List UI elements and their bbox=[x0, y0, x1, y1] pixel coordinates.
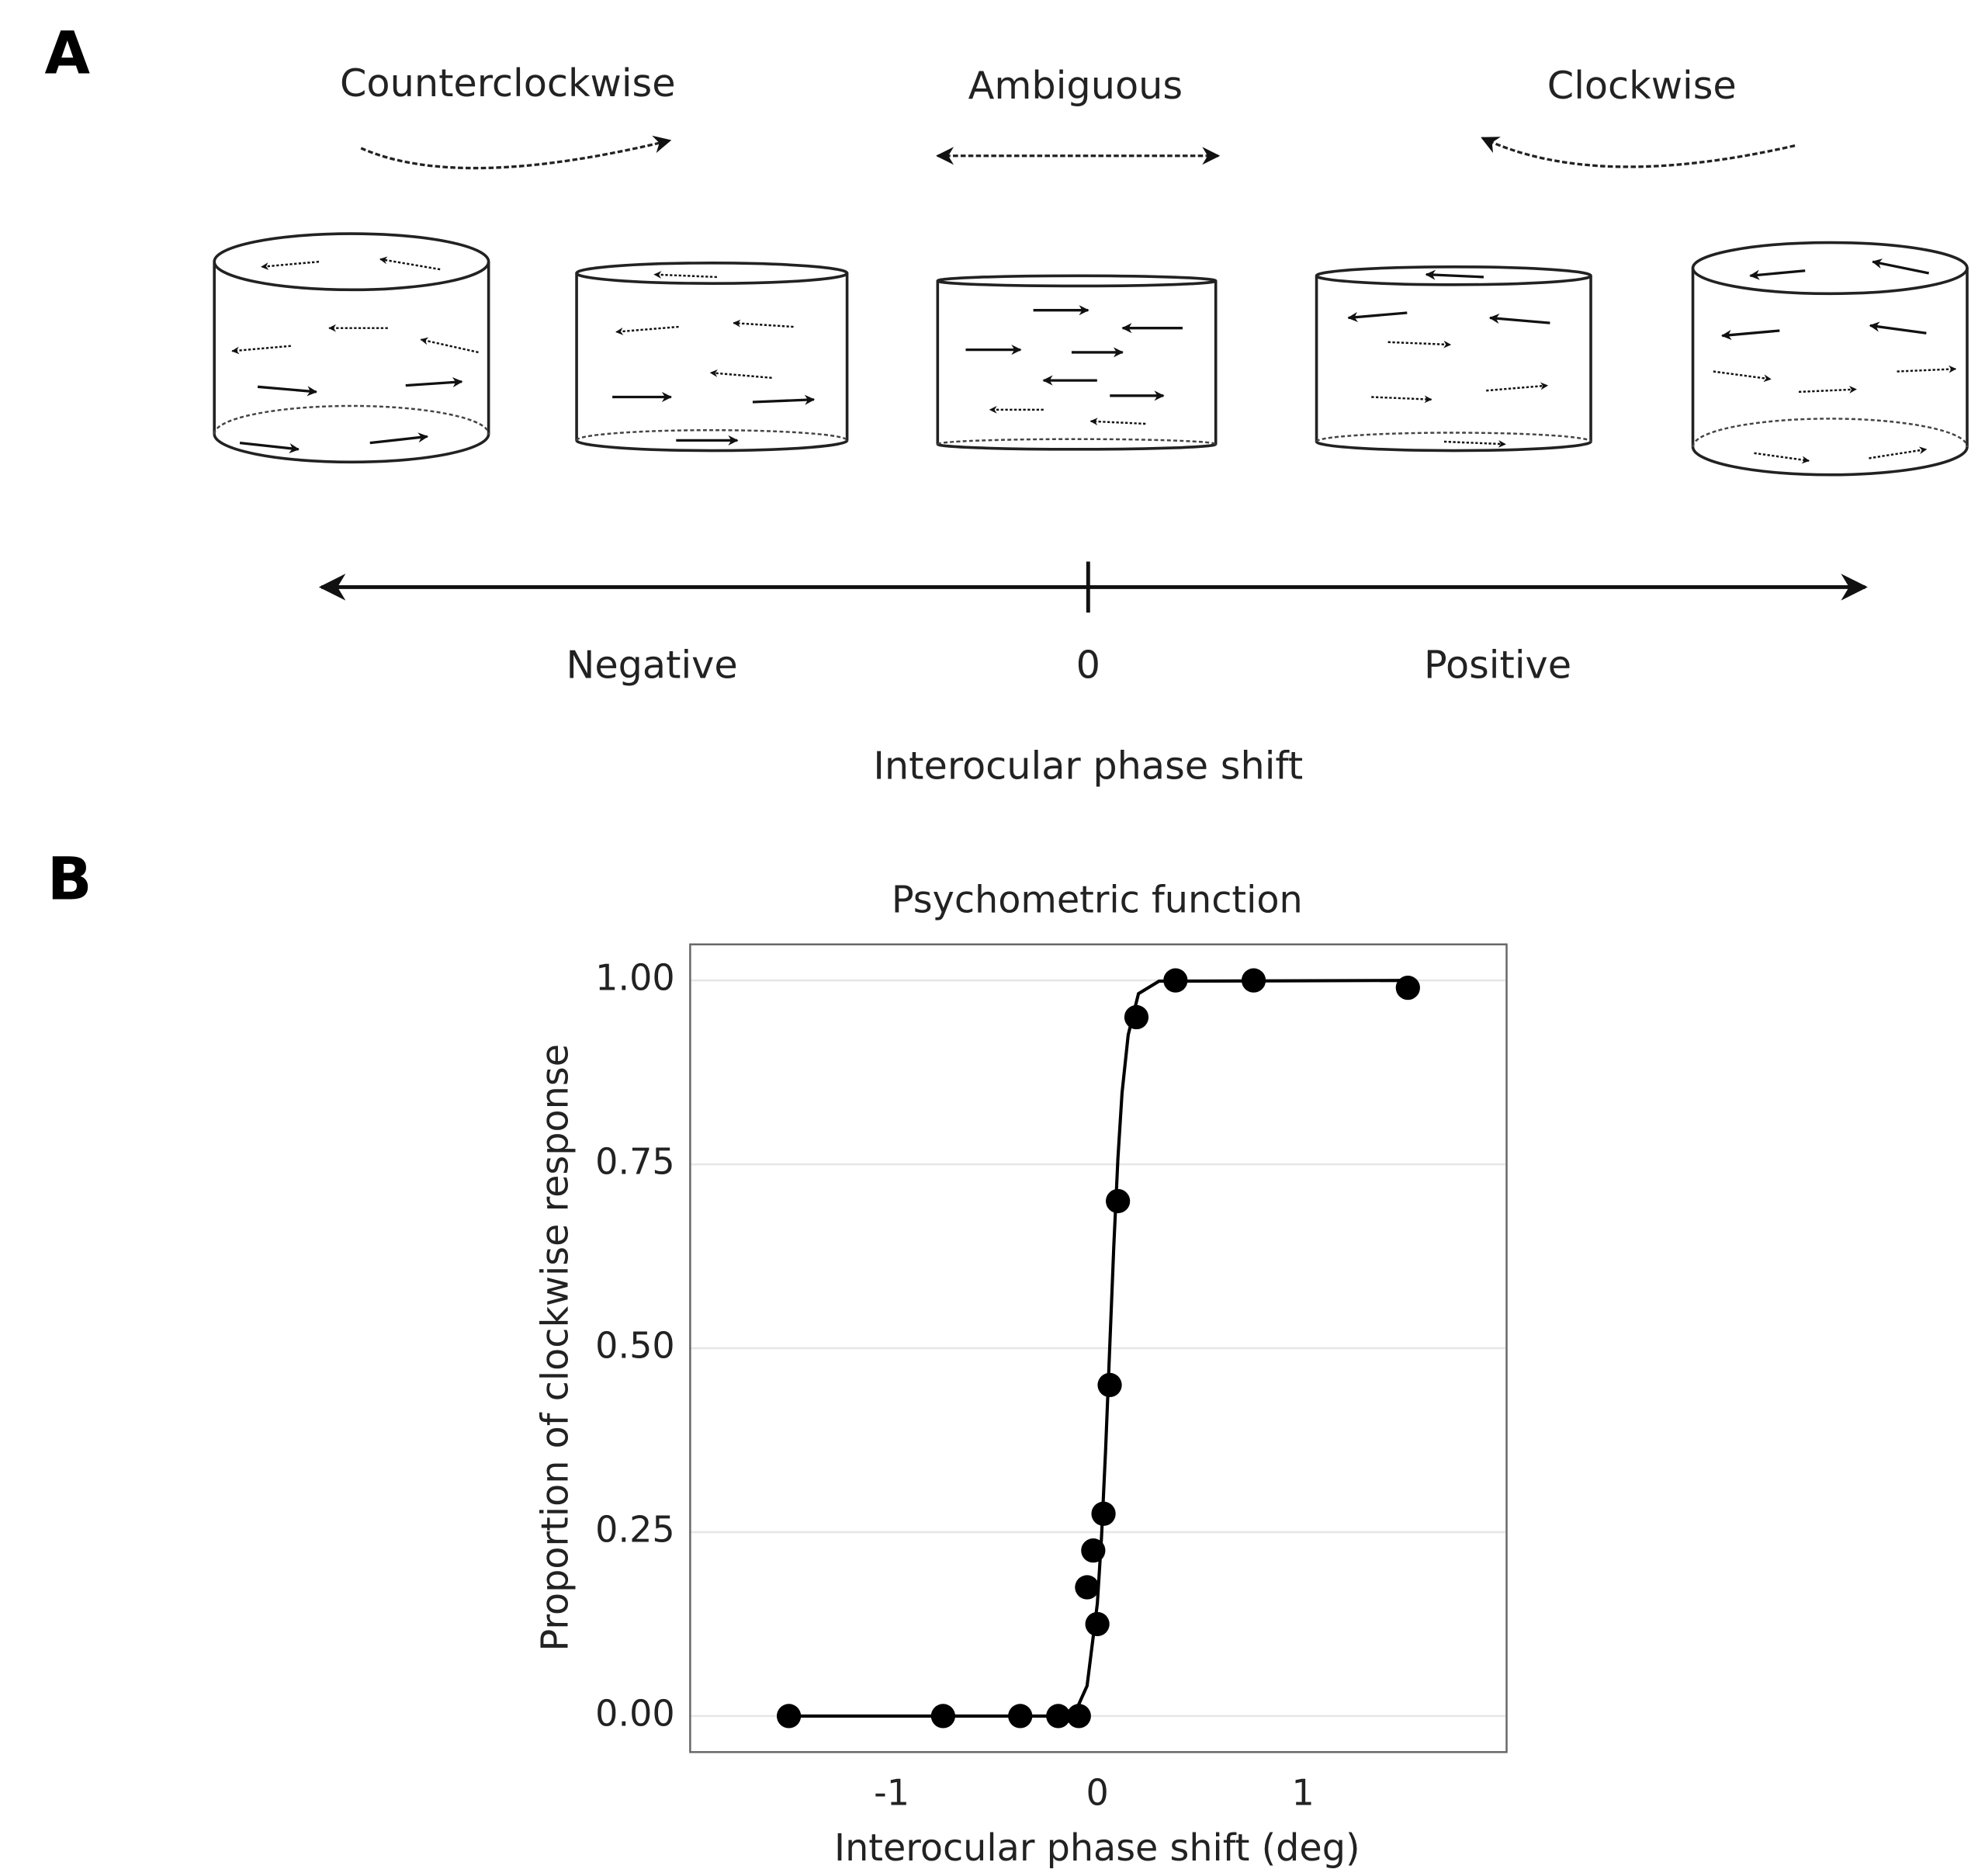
axis-label: Positive bbox=[1424, 642, 1571, 687]
motion-arrow bbox=[1869, 321, 1927, 335]
cylinder-bottom bbox=[1315, 441, 1592, 453]
motion-arrow bbox=[1798, 386, 1857, 394]
motion-arrow bbox=[1488, 313, 1550, 324]
cylinder-bottom-back bbox=[1692, 418, 1969, 447]
axis-label: 0 bbox=[1076, 642, 1100, 687]
axis-label: Negative bbox=[566, 642, 737, 687]
cylinder-bottom-back bbox=[1315, 432, 1592, 442]
plot-frame bbox=[689, 943, 1508, 1753]
y-tick-label: 0.50 bbox=[595, 1325, 674, 1367]
data-point bbox=[930, 1704, 955, 1729]
data-point bbox=[1091, 1501, 1116, 1526]
cylinder-top bbox=[213, 232, 490, 292]
motion-arrow bbox=[1749, 269, 1806, 280]
x-tick-label: 0 bbox=[1086, 1772, 1108, 1814]
cylinder-top bbox=[1691, 241, 1969, 296]
x-axis-title: Interocular phase shift (deg) bbox=[834, 1827, 1360, 1870]
y-tick-label: 0.75 bbox=[595, 1141, 674, 1183]
data-point bbox=[1106, 1188, 1131, 1214]
direction-label: Ambiguous bbox=[968, 63, 1183, 108]
cylinder-bottom bbox=[1691, 446, 1969, 477]
motion-arrow bbox=[1872, 258, 1929, 275]
y-tick-label: 0.25 bbox=[595, 1508, 674, 1550]
motion-arrow bbox=[231, 345, 291, 355]
motion-arrow bbox=[1387, 340, 1452, 348]
data-point bbox=[1046, 1704, 1071, 1729]
motion-arrow bbox=[615, 325, 679, 335]
motion-arrow bbox=[733, 319, 794, 328]
data-point bbox=[776, 1704, 802, 1729]
motion-arrow bbox=[261, 260, 320, 270]
x-tick-label: 1 bbox=[1292, 1772, 1315, 1814]
cylinder-top bbox=[575, 262, 849, 285]
motion-arrow bbox=[1089, 418, 1146, 426]
motion-arrow bbox=[1347, 311, 1408, 323]
cylinder-bottom-back bbox=[213, 404, 490, 435]
data-point bbox=[1081, 1538, 1106, 1563]
data-point bbox=[1241, 968, 1266, 993]
x-tick-label: -1 bbox=[874, 1772, 909, 1814]
data-point bbox=[1097, 1372, 1122, 1398]
direction-label: Counterclockwise bbox=[340, 61, 676, 106]
motion-arrow bbox=[369, 432, 429, 445]
motion-arrow bbox=[379, 256, 441, 271]
axis-title: Interocular phase shift bbox=[873, 743, 1303, 788]
motion-arrow bbox=[405, 376, 463, 388]
rotation-arrow bbox=[360, 135, 672, 170]
data-point bbox=[1066, 1704, 1091, 1729]
rotation-arrow bbox=[1481, 137, 1796, 168]
data-point bbox=[1085, 1611, 1110, 1637]
cylinder-bottom bbox=[575, 439, 849, 453]
cylinder-top bbox=[936, 274, 1218, 288]
motion-arrow bbox=[1486, 382, 1549, 392]
motion-arrow bbox=[239, 442, 300, 454]
data-point bbox=[1008, 1704, 1033, 1729]
motion-arrow bbox=[653, 271, 717, 279]
motion-arrow bbox=[420, 337, 479, 354]
panel-label: B bbox=[47, 844, 92, 913]
cylinders bbox=[213, 232, 1969, 477]
data-point bbox=[1395, 976, 1420, 1000]
motion-arrow bbox=[1721, 329, 1780, 341]
data-point bbox=[1163, 968, 1188, 993]
cylinder-bottom bbox=[213, 433, 490, 464]
motion-arrow bbox=[1713, 370, 1772, 383]
y-tick-label: 0.00 bbox=[595, 1692, 674, 1734]
y-axis-title: Proportion of clockwise response bbox=[534, 1044, 577, 1651]
motion-arrow bbox=[752, 394, 816, 405]
motion-arrow bbox=[257, 385, 318, 397]
motion-arrow bbox=[1869, 446, 1928, 459]
motion-arrow bbox=[1425, 269, 1484, 280]
cylinder-bottom bbox=[936, 442, 1218, 451]
motion-arrow bbox=[709, 369, 772, 380]
motion-arrow bbox=[1897, 365, 1957, 373]
chart-title: Psychometric function bbox=[892, 879, 1303, 921]
cylinder-bottom-back bbox=[575, 428, 848, 441]
direction-label: Clockwise bbox=[1547, 63, 1737, 108]
motion-arrow bbox=[1371, 395, 1432, 404]
data-point bbox=[1124, 1004, 1149, 1030]
panel-label: A bbox=[45, 19, 91, 88]
y-tick-label: 1.00 bbox=[595, 957, 674, 999]
motion-arrow bbox=[1443, 439, 1506, 448]
cylinder-bottom-back bbox=[937, 438, 1217, 446]
motion-arrow bbox=[1754, 452, 1810, 464]
data-point bbox=[1075, 1575, 1100, 1600]
